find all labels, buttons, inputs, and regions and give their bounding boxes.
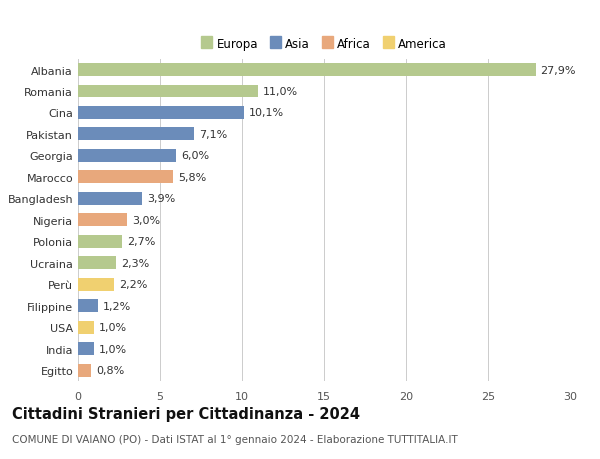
Text: 3,9%: 3,9% bbox=[147, 194, 175, 204]
Text: 3,0%: 3,0% bbox=[132, 215, 160, 225]
Bar bbox=[78, 300, 98, 313]
Bar bbox=[78, 107, 244, 120]
Text: 0,8%: 0,8% bbox=[96, 365, 124, 375]
Bar bbox=[78, 257, 116, 269]
Bar bbox=[78, 192, 142, 205]
Text: 2,3%: 2,3% bbox=[121, 258, 149, 268]
Text: 2,2%: 2,2% bbox=[119, 280, 148, 290]
Text: COMUNE DI VAIANO (PO) - Dati ISTAT al 1° gennaio 2024 - Elaborazione TUTTITALIA.: COMUNE DI VAIANO (PO) - Dati ISTAT al 1°… bbox=[12, 434, 458, 444]
Bar bbox=[78, 364, 91, 377]
Legend: Europa, Asia, Africa, America: Europa, Asia, Africa, America bbox=[201, 38, 447, 50]
Text: 7,1%: 7,1% bbox=[199, 129, 227, 140]
Bar bbox=[78, 64, 536, 77]
Text: 27,9%: 27,9% bbox=[541, 65, 576, 75]
Text: 11,0%: 11,0% bbox=[263, 87, 298, 97]
Bar bbox=[78, 85, 259, 98]
Text: 6,0%: 6,0% bbox=[181, 151, 209, 161]
Bar bbox=[78, 278, 114, 291]
Bar bbox=[78, 321, 94, 334]
Bar bbox=[78, 128, 194, 141]
Text: 1,0%: 1,0% bbox=[100, 344, 127, 354]
Bar bbox=[78, 342, 94, 355]
Text: 5,8%: 5,8% bbox=[178, 173, 206, 183]
Text: Cittadini Stranieri per Cittadinanza - 2024: Cittadini Stranieri per Cittadinanza - 2… bbox=[12, 406, 360, 421]
Text: 10,1%: 10,1% bbox=[248, 108, 284, 118]
Text: 1,2%: 1,2% bbox=[103, 301, 131, 311]
Bar bbox=[78, 150, 176, 162]
Text: 2,7%: 2,7% bbox=[127, 237, 155, 247]
Bar bbox=[78, 171, 173, 184]
Bar bbox=[78, 235, 122, 248]
Text: 1,0%: 1,0% bbox=[100, 322, 127, 332]
Bar bbox=[78, 214, 127, 227]
